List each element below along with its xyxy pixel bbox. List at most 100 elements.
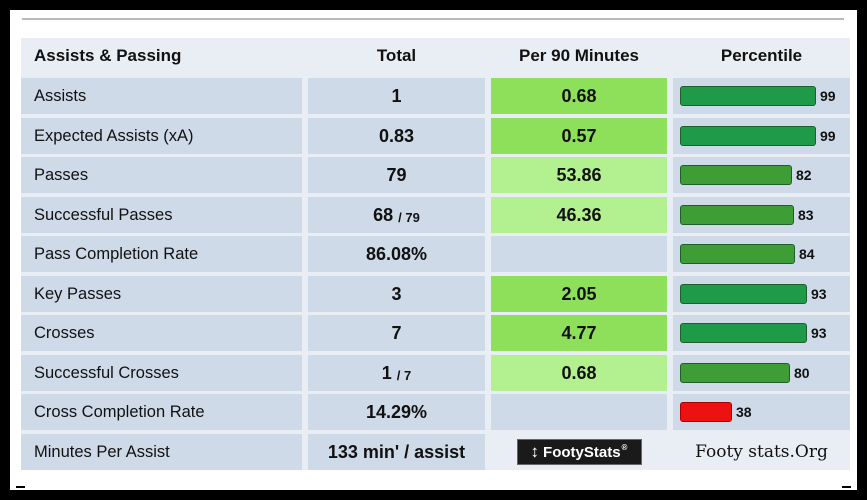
row-name: Minutes Per Assist	[21, 434, 302, 470]
row-name: Passes	[21, 157, 302, 193]
row-per90: 2.05	[491, 276, 667, 312]
table-row: Assists 1 0.68 99	[21, 78, 850, 114]
percentile-bar	[680, 363, 790, 383]
row-total: 86.08%	[308, 236, 485, 272]
table-row-minutes-per-assist: Minutes Per Assist 133 min' / assist ↕ F…	[21, 434, 850, 470]
row-percentile: 84	[673, 236, 850, 272]
row-percentile: 83	[673, 197, 850, 233]
row-total: 79	[308, 157, 485, 193]
percentile-bar	[680, 323, 807, 343]
footystats-logo-cell: ↕ FootyStats ®	[491, 434, 667, 470]
table-row: Successful Crosses 1/ 7 0.68 80	[21, 355, 850, 391]
table-header: Assists & Passing Total Per 90 Minutes P…	[21, 38, 850, 74]
row-per90: 46.36	[491, 197, 667, 233]
row-total-value: 86.08%	[365, 243, 428, 264]
header-total: Total	[376, 46, 417, 65]
row-total: 14.29%	[308, 394, 485, 430]
row-percentile: 93	[673, 276, 850, 312]
row-name: Key Passes	[21, 276, 302, 312]
row-total-value: 14.29%	[365, 401, 428, 422]
footystats-wordmark: Footy stats.Org	[695, 442, 828, 462]
table-row: Key Passes 3 2.05 93	[21, 276, 850, 312]
percentile-value: 93	[811, 325, 827, 341]
percentile-bar	[680, 205, 794, 225]
row-total-value: 7	[391, 322, 402, 343]
percentile-bar	[680, 284, 807, 304]
table-row: Expected Assists (xA) 0.83 0.57 99	[21, 118, 850, 154]
row-percentile: 99	[673, 118, 850, 154]
row-total: 1	[308, 78, 485, 114]
row-total-denominator: / 7	[396, 367, 412, 383]
table-row: Passes 79 53.86 82	[21, 157, 850, 193]
row-total: 3	[308, 276, 485, 312]
row-per90: 0.68	[491, 78, 667, 114]
corner-mark	[16, 486, 25, 488]
table-row: Cross Completion Rate 14.29% 38	[21, 394, 850, 430]
row-per90: 53.86	[491, 157, 667, 193]
row-per90: 0.68	[491, 355, 667, 391]
percentile-value: 80	[794, 365, 810, 381]
row-total-value: 79	[386, 164, 407, 185]
percentile-value: 84	[799, 246, 815, 262]
assists-passing-table: Assists & Passing Total Per 90 Minutes P…	[21, 38, 850, 470]
row-per90: 4.77	[491, 315, 667, 351]
corner-mark	[842, 486, 851, 488]
row-per90-value: 0.68	[561, 362, 597, 383]
row-percentile: 38	[673, 394, 850, 430]
table-row: Successful Passes 68/ 79 46.36 83	[21, 197, 850, 233]
percentile-bar	[680, 244, 795, 264]
registered-icon: ®	[621, 442, 628, 452]
row-per90-value: 53.86	[556, 164, 602, 185]
percentile-value: 82	[796, 167, 812, 183]
row-per90-value: 0.68	[561, 85, 597, 106]
row-total-denominator: / 79	[398, 209, 420, 225]
row-name: Cross Completion Rate	[21, 394, 302, 430]
header-name: Assists & Passing	[34, 46, 182, 65]
row-name: Assists	[21, 78, 302, 114]
percentile-value: 38	[736, 404, 752, 420]
row-per90-value: 0.57	[561, 125, 597, 146]
percentile-bar	[680, 402, 732, 422]
row-total-value: 0.83	[378, 125, 415, 146]
row-per90: 0.57	[491, 118, 667, 154]
header-per90: Per 90 Minutes	[519, 46, 639, 65]
row-total: 1/ 7	[308, 355, 485, 391]
row-name: Crosses	[21, 315, 302, 351]
row-name: Successful Passes	[21, 197, 302, 233]
row-per90	[491, 236, 667, 272]
row-per90-value: 46.36	[556, 204, 602, 225]
percentile-bar	[680, 165, 792, 185]
stats-panel: Assists & Passing Total Per 90 Minutes P…	[10, 10, 857, 490]
row-total: 68/ 79	[308, 197, 485, 233]
header-percentile: Percentile	[720, 46, 803, 65]
table-row: Crosses 7 4.77 93	[21, 315, 850, 351]
row-percentile: 82	[673, 157, 850, 193]
row-total-value: 3	[391, 283, 402, 304]
up-down-arrow-icon: ↕	[530, 442, 540, 461]
row-percentile: 80	[673, 355, 850, 391]
row-name: Successful Crosses	[21, 355, 302, 391]
row-total: 133 min' / assist	[308, 434, 485, 470]
row-total: 7	[308, 315, 485, 351]
row-total-value: 1	[391, 85, 402, 106]
divider	[22, 18, 844, 20]
row-percentile: 99	[673, 78, 850, 114]
row-total-value: 1	[381, 362, 392, 383]
percentile-value: 93	[811, 286, 827, 302]
percentile-value: 99	[820, 88, 836, 104]
row-per90	[491, 394, 667, 430]
row-name: Expected Assists (xA)	[21, 118, 302, 154]
percentile-value: 83	[798, 207, 814, 223]
row-name: Pass Completion Rate	[21, 236, 302, 272]
row-per90-value: 4.77	[561, 322, 597, 343]
percentile-bar	[680, 126, 816, 146]
row-total-value: 68	[373, 204, 394, 225]
logo-text: FootyStats	[543, 443, 621, 461]
row-total: 0.83	[308, 118, 485, 154]
row-percentile: 93	[673, 315, 850, 351]
wordmark-cell: Footy stats.Org	[673, 434, 850, 470]
percentile-bar	[680, 86, 816, 106]
footystats-logo: ↕ FootyStats ®	[516, 439, 642, 465]
row-per90-value: 2.05	[561, 283, 597, 304]
table-row: Pass Completion Rate 86.08% 84	[21, 236, 850, 272]
